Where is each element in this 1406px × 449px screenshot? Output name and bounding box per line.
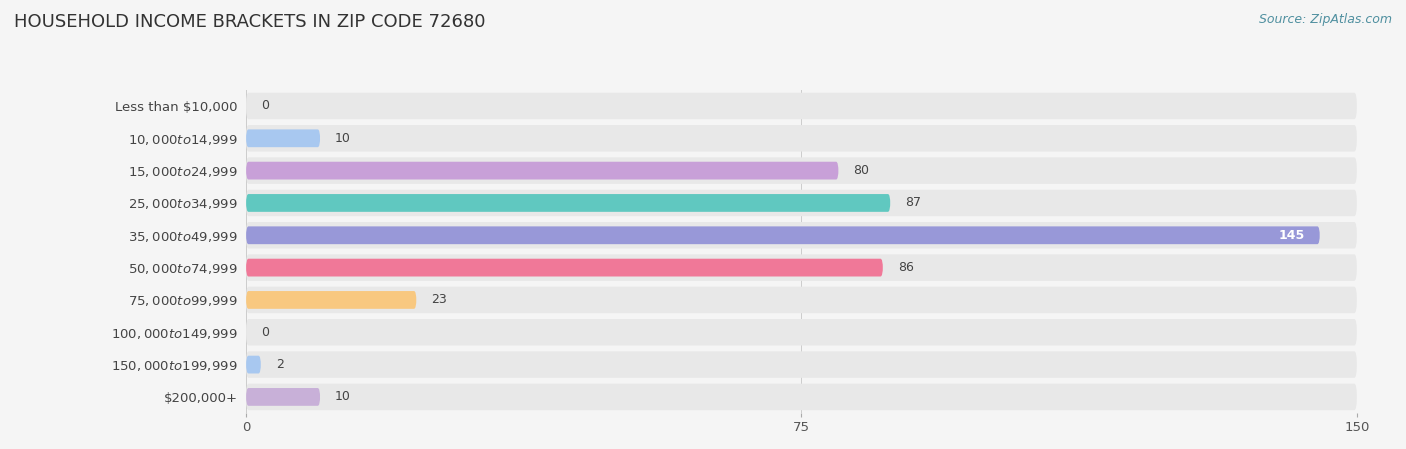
FancyBboxPatch shape xyxy=(246,388,321,406)
Text: 80: 80 xyxy=(853,164,869,177)
FancyBboxPatch shape xyxy=(246,259,883,277)
Text: 86: 86 xyxy=(897,261,914,274)
FancyBboxPatch shape xyxy=(246,226,1320,244)
Text: HOUSEHOLD INCOME BRACKETS IN ZIP CODE 72680: HOUSEHOLD INCOME BRACKETS IN ZIP CODE 72… xyxy=(14,13,485,31)
FancyBboxPatch shape xyxy=(246,129,321,147)
Text: 2: 2 xyxy=(276,358,284,371)
Text: 0: 0 xyxy=(262,100,269,112)
FancyBboxPatch shape xyxy=(246,162,838,180)
FancyBboxPatch shape xyxy=(246,92,1357,119)
FancyBboxPatch shape xyxy=(246,194,890,212)
FancyBboxPatch shape xyxy=(246,286,1357,313)
Text: 87: 87 xyxy=(905,197,921,209)
FancyBboxPatch shape xyxy=(246,383,1357,410)
FancyBboxPatch shape xyxy=(246,356,262,374)
FancyBboxPatch shape xyxy=(246,319,1357,346)
Text: 145: 145 xyxy=(1278,229,1305,242)
FancyBboxPatch shape xyxy=(246,222,1357,249)
FancyBboxPatch shape xyxy=(246,189,1357,216)
Text: 0: 0 xyxy=(262,326,269,339)
FancyBboxPatch shape xyxy=(246,125,1357,152)
Text: 10: 10 xyxy=(335,391,350,403)
FancyBboxPatch shape xyxy=(246,254,1357,281)
Text: Source: ZipAtlas.com: Source: ZipAtlas.com xyxy=(1258,13,1392,26)
Text: 10: 10 xyxy=(335,132,350,145)
Text: 23: 23 xyxy=(432,294,447,306)
FancyBboxPatch shape xyxy=(246,291,416,309)
FancyBboxPatch shape xyxy=(246,351,1357,378)
FancyBboxPatch shape xyxy=(246,157,1357,184)
